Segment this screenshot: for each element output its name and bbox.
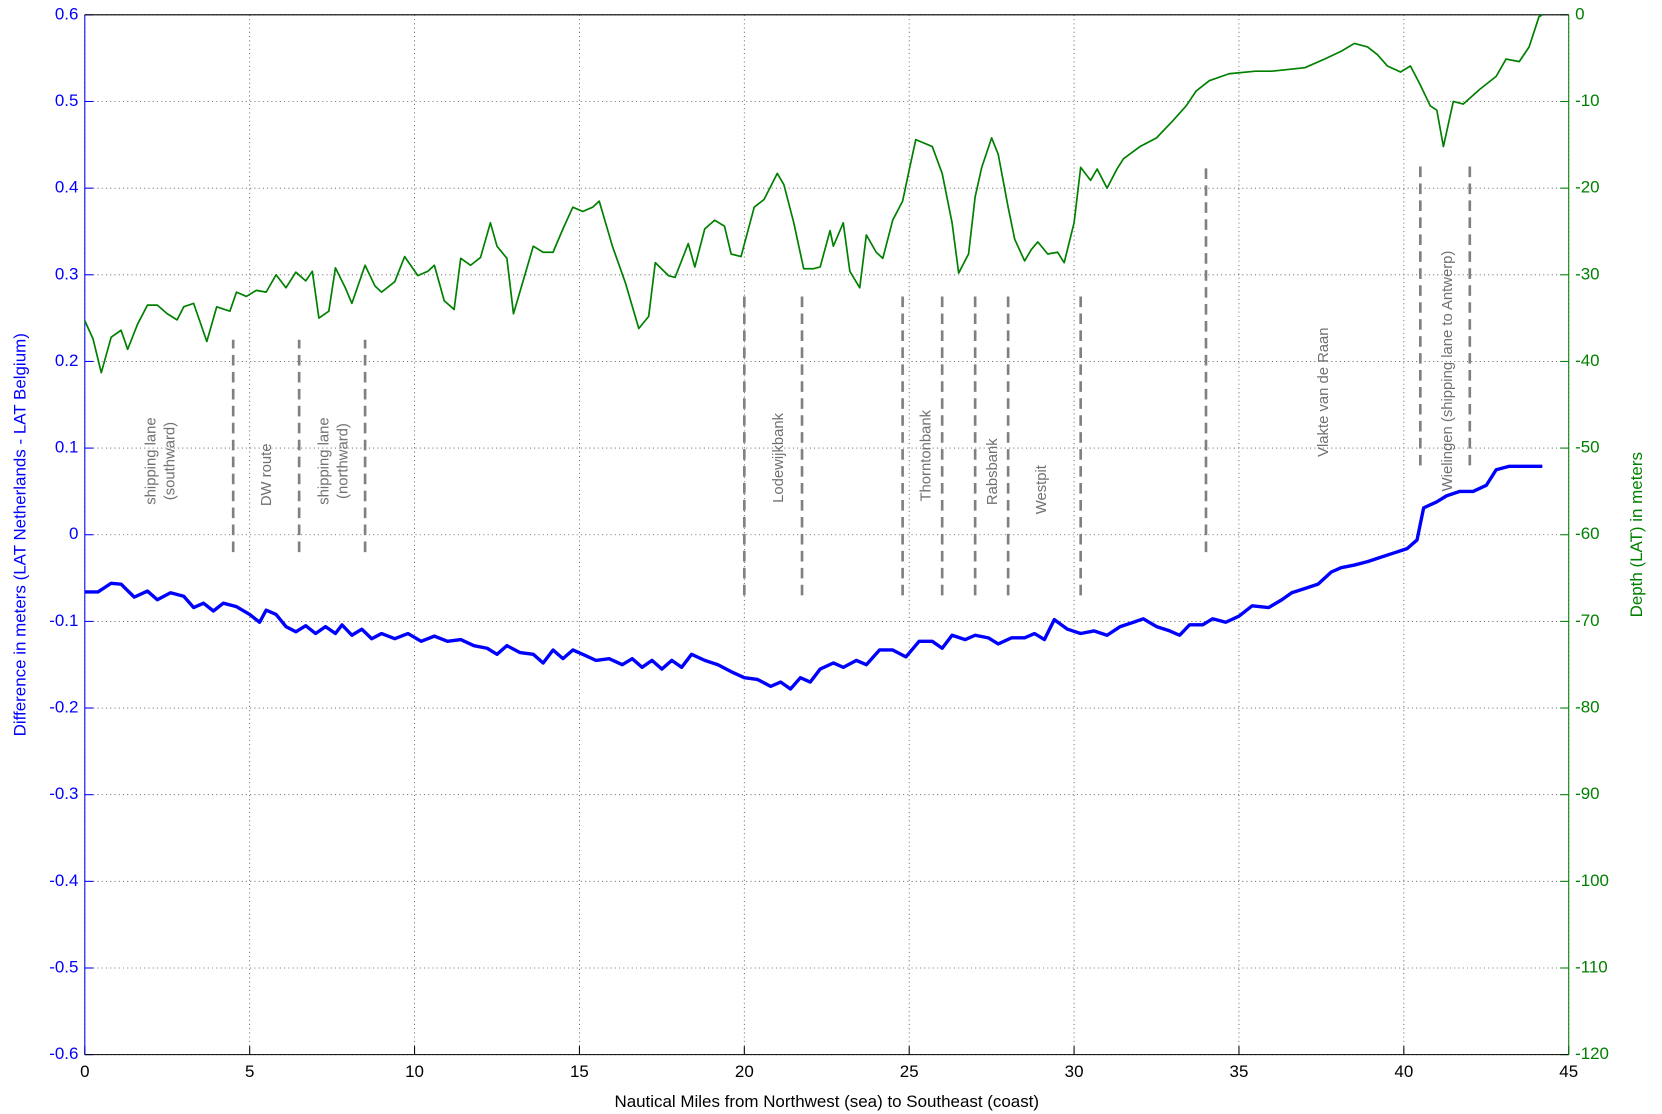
x-tick-label: 10: [405, 1062, 424, 1081]
annotation: shipping lane: [143, 417, 159, 504]
x-axis-label: Nautical Miles from Northwest (sea) to S…: [614, 1092, 1039, 1111]
y-tick-label: 0: [69, 524, 78, 543]
y2-tick-label: -70: [1575, 611, 1599, 630]
y-tick-label: -0.3: [49, 784, 78, 803]
annotation: Thorntonbank: [918, 409, 934, 501]
y2-tick-label: -50: [1575, 438, 1599, 457]
y-tick-label: 0.5: [55, 91, 79, 110]
y2-tick-label: 0: [1575, 4, 1584, 23]
y2-tick-label: -110: [1575, 957, 1608, 976]
annotation: DW route: [259, 444, 275, 507]
y2-tick-label: -40: [1575, 351, 1599, 370]
series-line: [84, 14, 1543, 374]
annotation: (northward): [335, 423, 351, 499]
annotation: Rabsbank: [985, 438, 1001, 505]
y2-tick-label: -80: [1575, 698, 1599, 717]
annotation: Wielingen (shipping lane to Antwerp): [1440, 251, 1456, 492]
y2-tick-label: -20: [1575, 178, 1599, 197]
y2-tick-label: -120: [1575, 1044, 1609, 1063]
y-tick-label: 0.2: [55, 351, 79, 370]
y2-tick-label: -10: [1575, 91, 1599, 110]
y-axis-label: Difference in meters (LAT Netherlands - …: [11, 333, 30, 736]
annotation: Vlakte van de Raan: [1316, 327, 1332, 456]
x-tick-label: 35: [1230, 1062, 1249, 1081]
y-tick-label: 0.3: [55, 264, 79, 283]
y-tick-label: -0.2: [49, 698, 78, 717]
y2-tick-label: -60: [1575, 524, 1599, 543]
x-tick-label: 0: [80, 1062, 89, 1081]
y2-tick-label: -90: [1575, 784, 1599, 803]
y-tick-label: 0.6: [55, 4, 79, 23]
x-tick-label: 20: [735, 1062, 754, 1081]
y-tick-label: 0.1: [55, 438, 79, 457]
y2-tick-label: -30: [1575, 264, 1599, 283]
series-line: [84, 464, 1543, 691]
x-tick-label: 15: [570, 1062, 589, 1081]
x-tick-label: 25: [900, 1062, 919, 1081]
x-tick-label: 45: [1559, 1062, 1578, 1081]
x-tick-label: 40: [1394, 1062, 1413, 1081]
y-tick-label: -0.5: [49, 957, 78, 976]
y-tick-label: -0.6: [49, 1044, 78, 1063]
x-tick-label: 30: [1065, 1062, 1084, 1081]
annotation: Lodewijkbank: [771, 412, 787, 502]
y-tick-label: -0.4: [49, 871, 78, 890]
y-tick-label: 0.4: [55, 178, 79, 197]
annotation: shipping lane: [316, 417, 332, 504]
y2-tick-label: -100: [1575, 871, 1609, 890]
annotation: (southward): [163, 422, 179, 500]
y-tick-label: -0.1: [49, 611, 78, 630]
x-tick-label: 5: [245, 1062, 254, 1081]
y2-axis-label: Depth (LAT) in meters: [1627, 452, 1646, 617]
annotation: Westpit: [1034, 464, 1050, 514]
